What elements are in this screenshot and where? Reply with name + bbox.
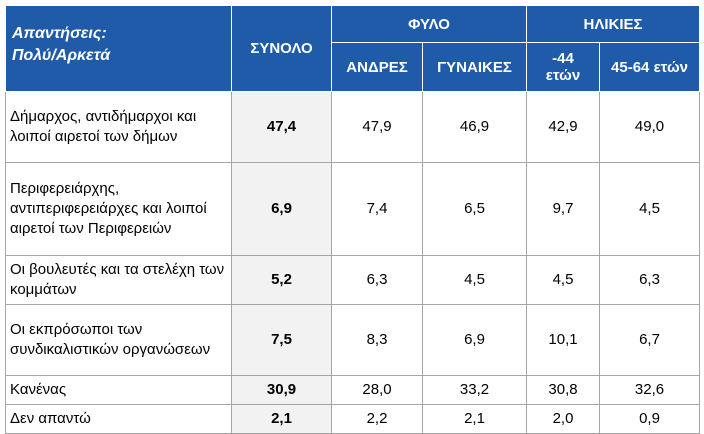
age-mid-cell: 32,6	[598, 375, 701, 405]
age-young-header-line2: ετών	[545, 67, 581, 84]
age-young-cell: 42,9	[526, 91, 600, 163]
table-row: Δεν απαντώ 2,1 2,2 2,1 2,0 0,9	[5, 404, 701, 434]
age-mid-cell: 6,3	[598, 255, 701, 305]
table-row: Οι βουλευτές και τα στελέχη των κομμάτων…	[5, 255, 701, 305]
women-cell: 2,1	[422, 404, 527, 434]
age-young-header-line1: -44	[552, 50, 574, 67]
total-cell: 5,2	[231, 255, 332, 305]
men-column-header: ΑΝΔΡΕΣ	[331, 42, 423, 92]
table-row: Οι εκπρόσωποι των συνδικαλιστικών οργανώ…	[5, 304, 701, 376]
row-label: Περιφερειάρχης, αντιπεριφερειάρχες και λ…	[5, 162, 232, 256]
row-label: Δήμαρχος, αντιδήμαρχοι και λοιποί αιρετο…	[5, 91, 232, 163]
total-cell: 7,5	[231, 304, 332, 376]
table-row: Περιφερειάρχης, αντιπεριφερειάρχες και λ…	[5, 162, 701, 256]
corner-header-line1: Απαντήσεις:	[12, 25, 107, 42]
men-cell: 8,3	[331, 304, 423, 376]
survey-table: Απαντήσεις: Πολύ/Αρκετά ΣΥΝΟΛΟ ΦΥΛΟ ΗΛΙΚ…	[5, 5, 701, 434]
men-cell: 47,9	[331, 91, 423, 163]
corner-header: Απαντήσεις: Πολύ/Αρκετά	[5, 5, 232, 92]
age-young-cell: 4,5	[526, 255, 600, 305]
row-label: Κανένας	[5, 375, 232, 405]
table-row: Δήμαρχος, αντιδήμαρχοι και λοιποί αιρετο…	[5, 91, 701, 163]
age-mid-cell: 49,0	[598, 91, 701, 163]
age-mid-cell: 6,7	[598, 304, 701, 376]
men-cell: 6,3	[331, 255, 423, 305]
total-cell: 6,9	[231, 162, 332, 256]
women-cell: 6,5	[422, 162, 527, 256]
age-mid-cell: 0,9	[598, 404, 701, 434]
women-cell: 33,2	[422, 375, 527, 405]
age-young-cell: 9,7	[526, 162, 600, 256]
women-cell: 46,9	[422, 91, 527, 163]
table-body: Δήμαρχος, αντιδήμαρχοι και λοιποί αιρετο…	[5, 91, 701, 434]
total-cell: 30,9	[231, 375, 332, 405]
men-cell: 28,0	[331, 375, 423, 405]
age-mid-column-header: 45-64 ετών	[598, 42, 701, 92]
age-young-column-header: -44 ετών	[526, 42, 600, 92]
row-label: Οι βουλευτές και τα στελέχη των κομμάτων	[5, 255, 232, 305]
table-header: Απαντήσεις: Πολύ/Αρκετά ΣΥΝΟΛΟ ΦΥΛΟ ΗΛΙΚ…	[5, 5, 701, 92]
total-cell: 47,4	[231, 91, 332, 163]
age-mid-cell: 4,5	[598, 162, 701, 256]
age-group-header: ΗΛΙΚΙΕΣ	[525, 5, 701, 43]
age-young-cell: 2,0	[526, 404, 600, 434]
women-cell: 6,9	[422, 304, 527, 376]
total-column-header: ΣΥΝΟΛΟ	[231, 5, 332, 92]
men-cell: 7,4	[331, 162, 423, 256]
women-column-header: ΓΥΝΑΙΚΕΣ	[422, 42, 527, 92]
row-label: Δεν απαντώ	[5, 404, 232, 434]
women-cell: 4,5	[422, 255, 527, 305]
corner-header-line2: Πολύ/Αρκετά	[12, 47, 111, 64]
gender-group-header: ΦΥΛΟ	[331, 5, 527, 43]
age-young-cell: 30,8	[526, 375, 600, 405]
row-label: Οι εκπρόσωποι των συνδικαλιστικών οργανώ…	[5, 304, 232, 376]
age-young-cell: 10,1	[526, 304, 600, 376]
table-row: Κανένας 30,9 28,0 33,2 30,8 32,6	[5, 375, 701, 405]
total-cell: 2,1	[231, 404, 332, 434]
men-cell: 2,2	[331, 404, 423, 434]
